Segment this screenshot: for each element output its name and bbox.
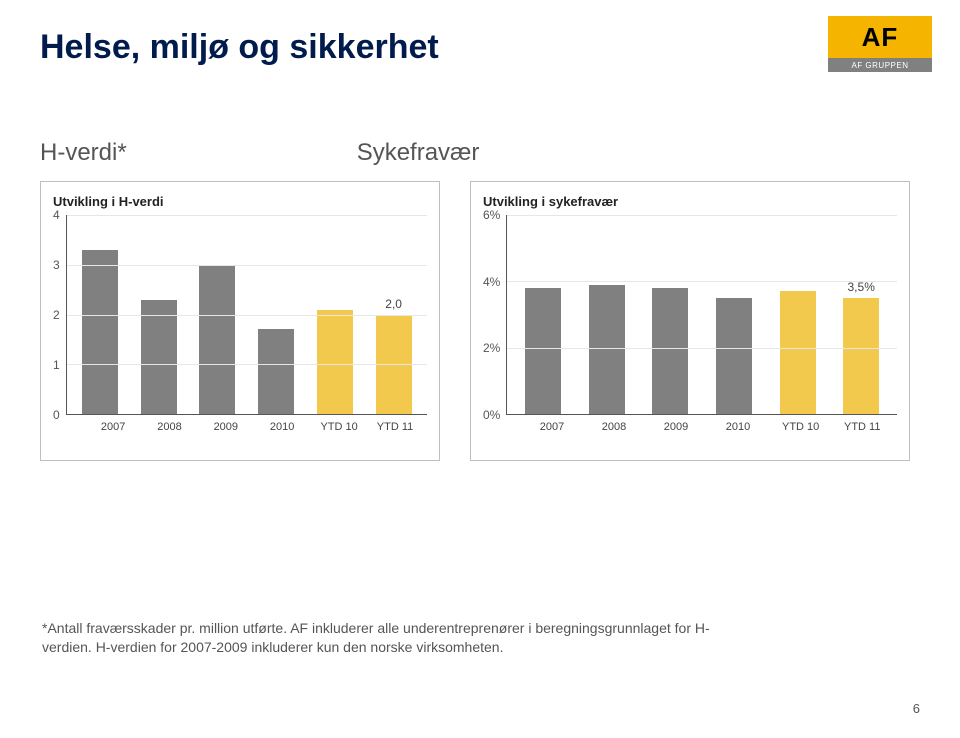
right-x-axis: 2007 2008 2009 2010 YTD 10 YTD 11: [517, 415, 897, 433]
left-chart: Utvikling i H-verdi 43210 2,0 2007200820…: [40, 181, 440, 461]
x-tick: 2010: [264, 421, 300, 433]
right-y-axis: 6%4%2%0%: [483, 215, 506, 415]
logo-top: AF: [828, 16, 932, 58]
x-tick: 2007: [534, 421, 570, 433]
bar-value-label: 2,0: [385, 297, 402, 311]
page-title: Helse, miljø og sikkerhet: [40, 28, 920, 67]
bar: [525, 288, 561, 414]
left-chart-title: Utvikling i H-verdi: [53, 194, 427, 209]
bar: [716, 298, 752, 414]
bar: [199, 265, 235, 414]
bar: [82, 250, 118, 414]
right-chart: Utvikling i sykefravær 6%4%2%0% 3,5% 200…: [470, 181, 910, 461]
x-tick: YTD 10: [782, 421, 818, 433]
x-tick: 2009: [658, 421, 694, 433]
right-plot-area: 3,5%: [506, 215, 897, 415]
company-logo: AF AF GRUPPEN: [828, 16, 932, 72]
x-tick: 2008: [596, 421, 632, 433]
grid-line: [67, 315, 427, 316]
logo-bottom: AF GRUPPEN: [828, 58, 932, 72]
logo-top-text: AF: [862, 22, 899, 53]
left-plot-area: 2,0: [66, 215, 427, 415]
section-label-left: H-verdi*: [40, 139, 127, 167]
grid-line: [67, 215, 427, 216]
grid-line: [507, 215, 897, 216]
slide: AF AF GRUPPEN Helse, miljø og sikkerhet …: [0, 0, 960, 738]
charts-row: Utvikling i H-verdi 43210 2,0 2007200820…: [40, 181, 920, 461]
section-label-right: Sykefravær: [357, 139, 480, 167]
left-y-axis: 43210: [53, 215, 66, 415]
x-tick: YTD 11: [377, 421, 413, 433]
bar: [780, 291, 816, 414]
grid-line: [507, 281, 897, 282]
bar: [258, 329, 294, 414]
left-x-axis: 2007 2008 2009 2010 YTD 10 YTD 11: [81, 415, 427, 433]
grid-line: [67, 265, 427, 266]
bar: [652, 288, 688, 414]
left-plot-wrap: 43210 2,0: [53, 215, 427, 415]
grid-line: [507, 348, 897, 349]
footnote: *Antall fraværsskader pr. million utført…: [42, 619, 742, 658]
x-tick: 2009: [208, 421, 244, 433]
right-bars: 3,5%: [507, 215, 897, 414]
x-tick: YTD 10: [320, 421, 356, 433]
x-tick: 2010: [720, 421, 756, 433]
bar: [589, 285, 625, 414]
x-tick: YTD 11: [844, 421, 880, 433]
bar: 3,5%: [843, 298, 879, 414]
right-plot-wrap: 6%4%2%0% 3,5%: [483, 215, 897, 415]
bar: [317, 310, 353, 414]
logo-bottom-text: AF GRUPPEN: [851, 61, 908, 70]
bar: [141, 300, 177, 414]
section-row: H-verdi* Sykefravær: [40, 139, 920, 167]
x-tick: 2007: [95, 421, 131, 433]
right-chart-title: Utvikling i sykefravær: [483, 194, 897, 209]
x-tick: 2008: [151, 421, 187, 433]
page-number: 6: [913, 701, 920, 716]
grid-line: [67, 364, 427, 365]
